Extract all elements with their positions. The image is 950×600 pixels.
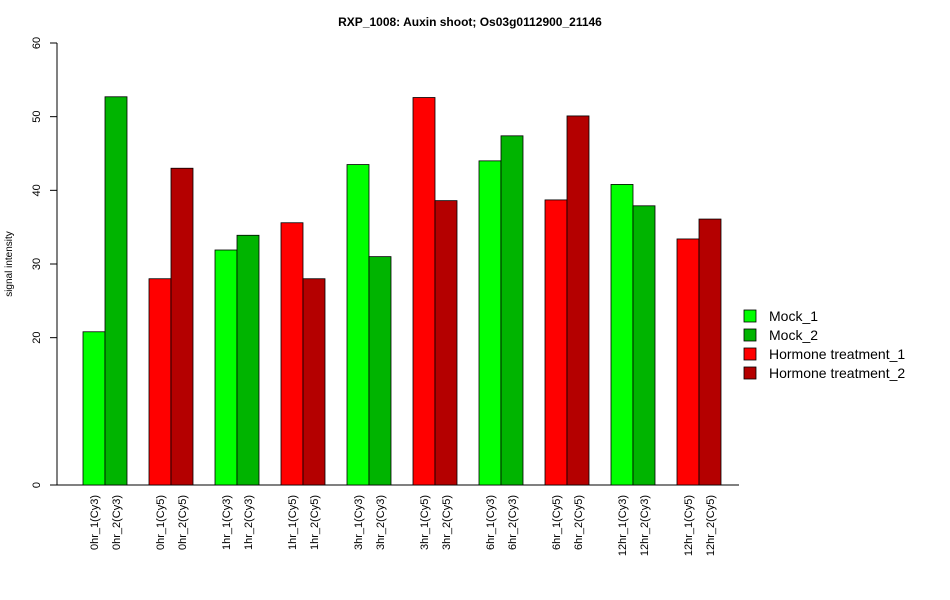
legend-label: Mock_2 <box>769 327 818 343</box>
y-tick-label: 0 <box>31 482 43 488</box>
x-tick-label: 3hr_1(Cy5) <box>419 495 431 550</box>
bar <box>566 115 590 486</box>
bar <box>214 249 238 486</box>
bar <box>698 218 722 486</box>
legend-label: Hormone treatment_2 <box>769 365 905 381</box>
legend-swatch <box>743 347 757 361</box>
x-tick-label: 6hr_2(Cy5) <box>573 495 585 550</box>
x-tick-label: 0hr_2(Cy5) <box>177 495 189 550</box>
bar <box>148 278 172 486</box>
legend-label: Mock_1 <box>769 308 818 324</box>
x-tick-label: 0hr_2(Cy3) <box>111 495 123 550</box>
x-tick-label: 3hr_2(Cy5) <box>441 495 453 550</box>
bar <box>104 96 128 486</box>
bar <box>610 184 634 486</box>
x-tick-label: 1hr_1(Cy5) <box>287 495 299 550</box>
bar <box>412 97 436 486</box>
bar <box>544 199 568 486</box>
bar <box>302 278 326 486</box>
x-tick-label: 1hr_1(Cy3) <box>221 495 233 550</box>
x-tick-label: 1hr_2(Cy5) <box>309 495 321 550</box>
bar <box>676 238 700 486</box>
bars-group <box>82 96 722 486</box>
x-tick-label: 0hr_1(Cy3) <box>89 495 101 550</box>
y-tick-label: 40 <box>31 184 43 196</box>
bar <box>500 135 524 486</box>
legend-label: Hormone treatment_1 <box>769 346 905 362</box>
legend-swatch <box>743 366 757 380</box>
x-tick-label: 0hr_1(Cy5) <box>155 495 167 550</box>
y-axis-ticks: 0 20 30 40 50 60 <box>31 37 57 488</box>
legend-swatch <box>743 328 757 342</box>
x-tick-labels: 0hr_1(Cy3) 0hr_2(Cy3) 0hr_1(Cy5) 0hr_2(Cy5)… <box>89 495 717 556</box>
bar <box>170 167 194 486</box>
y-tick-label: 50 <box>31 111 43 123</box>
x-tick-label: 3hr_2(Cy3) <box>375 495 387 550</box>
bar <box>82 331 106 486</box>
bar <box>632 205 656 486</box>
bar <box>346 164 370 486</box>
bar <box>368 256 392 486</box>
x-tick-label: 6hr_2(Cy3) <box>507 495 519 550</box>
chart-title: RXP_1008: Auxin shoot; Os03g0112900_2114… <box>338 15 602 29</box>
bar <box>236 234 260 486</box>
y-tick-label: 30 <box>31 258 43 270</box>
bar <box>478 160 502 486</box>
legend: Mock_1 Mock_2 Hormone treatment_1 Hormone t… <box>743 308 905 381</box>
x-tick-label: 6hr_1(Cy3) <box>485 495 497 550</box>
y-tick-label: 20 <box>31 332 43 344</box>
bar <box>434 200 458 486</box>
x-tick-label: 1hr_2(Cy3) <box>243 495 255 550</box>
x-tick-label: 6hr_1(Cy5) <box>551 495 563 550</box>
x-tick-label: 12hr_1(Cy3) <box>617 495 629 556</box>
x-tick-label: 3hr_1(Cy3) <box>353 495 365 550</box>
x-tick-label: 12hr_1(Cy5) <box>683 495 695 556</box>
x-tick-label: 12hr_2(Cy3) <box>639 495 651 556</box>
x-tick-label: 12hr_2(Cy5) <box>705 495 717 556</box>
legend-swatch <box>743 309 757 323</box>
bar <box>280 222 304 486</box>
y-tick-label: 60 <box>31 37 43 49</box>
y-axis-label: signal intensity <box>4 231 15 297</box>
